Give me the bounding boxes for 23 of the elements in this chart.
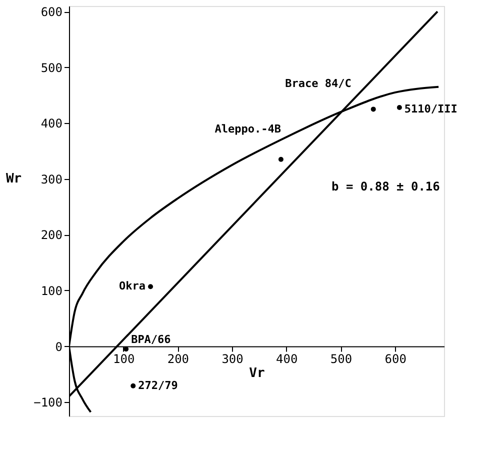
y-tick-label: 100 [40, 284, 62, 298]
x-tick-label: 100 [113, 352, 135, 366]
x-tick-label: 400 [276, 352, 298, 366]
y-tick-label: 200 [40, 228, 62, 242]
y-tick-label: 400 [40, 116, 62, 131]
y-tick-label: 300 [40, 172, 62, 186]
annotation: Aleppo.-4B [214, 122, 282, 136]
annotation: BPA/66 [131, 333, 172, 346]
x-tick-label: 300 [222, 352, 244, 366]
x-axis-title: Vr [249, 366, 265, 381]
x-tick-label: 600 [384, 352, 406, 366]
y-tick-label: 500 [40, 60, 62, 75]
y-tick-label: −100 [34, 396, 62, 410]
y-tick-label: 0 [55, 340, 62, 354]
annotation: b = 0.88 ± 0.16 [332, 179, 440, 194]
annotation: Okra [119, 280, 146, 293]
y-tick-label: 600 [40, 5, 62, 20]
annotation: 272/79 [138, 378, 178, 392]
y-axis-title: Wr [6, 172, 22, 187]
x-tick-label: 200 [167, 352, 190, 366]
x-tick-label: 500 [330, 352, 352, 366]
annotation: Brace 84/C [285, 77, 352, 90]
annotation: 5110/III [404, 102, 458, 116]
